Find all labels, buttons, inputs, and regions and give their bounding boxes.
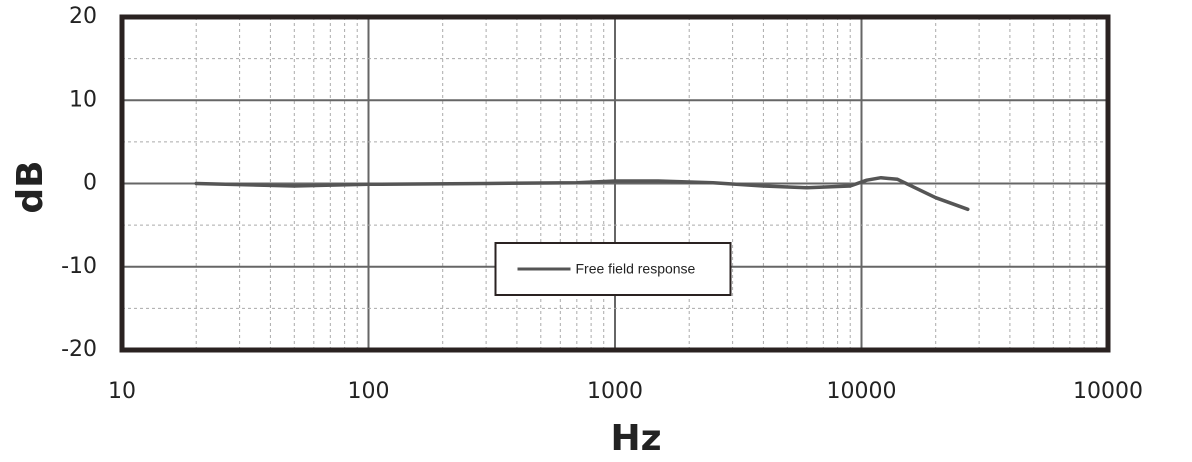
y-tick-label: 10: [69, 87, 97, 112]
y-axis-title: dB: [10, 160, 51, 213]
y-tick-label: -10: [61, 254, 97, 279]
x-tick-label: 10: [108, 379, 136, 404]
x-axis-title: Hz: [610, 418, 661, 459]
y-tick-label: 20: [69, 4, 97, 29]
x-tick-label: 10000: [827, 379, 897, 404]
x-tick-label: 100: [348, 379, 390, 404]
legend-label: Free field response: [576, 261, 696, 277]
plot: [194, 175, 970, 212]
y-tick-label: -20: [61, 337, 97, 362]
x-tick-label: 1000: [587, 379, 643, 404]
y-tick-label: 0: [83, 171, 97, 196]
legend-box: [494, 242, 732, 296]
grid: [121, 16, 1109, 351]
plot-frame: [119, 14, 1111, 353]
line: [194, 175, 970, 212]
x-tick-label: 10000: [1073, 379, 1143, 404]
